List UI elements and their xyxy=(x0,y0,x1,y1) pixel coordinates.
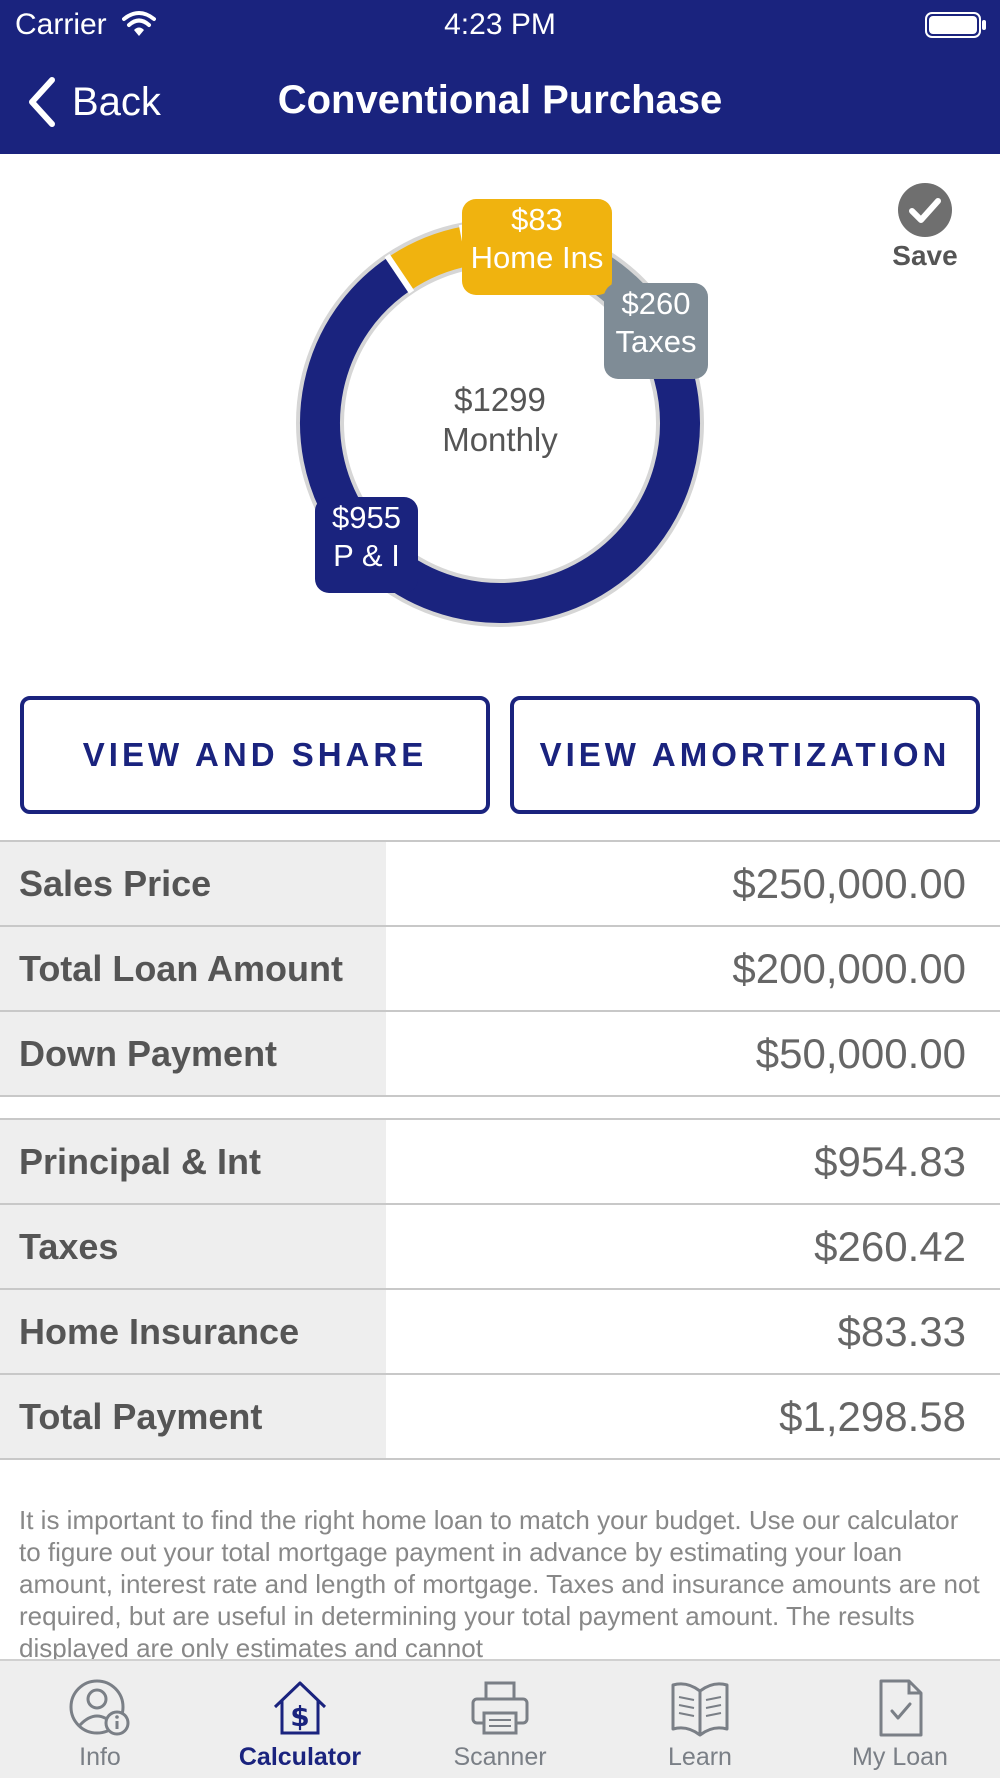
tab-label: Info xyxy=(79,1743,121,1771)
tab-label: My Loan xyxy=(852,1743,948,1771)
navigation-bar: Back Conventional Purchase xyxy=(0,50,1000,154)
save-label: Save xyxy=(892,240,958,271)
view-amortization-button[interactable]: VIEW AMORTIZATION xyxy=(510,696,980,814)
back-button[interactable]: Back xyxy=(26,74,161,130)
home-ins-name: Home Ins xyxy=(470,240,604,275)
tab-my-loan[interactable]: My Loan xyxy=(800,1661,1000,1778)
table-row-sales-price[interactable]: Sales Price $250,000.00 xyxy=(0,842,1000,927)
row-value: $260.42 xyxy=(814,1222,966,1270)
disclaimer-text: It is important to find the right home l… xyxy=(19,1505,980,1663)
table-row-total-payment: Total Payment $1,298.58 xyxy=(0,1375,1000,1460)
home-ins-amount: $83 xyxy=(511,202,563,237)
payment-breakdown-table: Principal & Int $954.83 Taxes $260.42 Ho… xyxy=(0,1118,1000,1460)
document-check-icon xyxy=(879,1679,923,1737)
view-and-share-button[interactable]: VIEW AND SHARE xyxy=(20,696,490,814)
tab-label: Calculator xyxy=(238,1743,362,1771)
row-label: Principal & Int xyxy=(0,1120,386,1203)
monthly-label: Monthly xyxy=(442,421,558,458)
taxes-name: Taxes xyxy=(615,324,697,359)
row-label: Home Insurance xyxy=(0,1290,386,1373)
tab-label: Scanner xyxy=(453,1743,547,1771)
tab-scanner[interactable]: Scanner xyxy=(400,1661,600,1778)
battery-icon xyxy=(925,12,986,38)
monthly-total-amount: $1299 xyxy=(454,381,546,418)
donut-slice-p-i xyxy=(300,257,700,623)
table-row-home-insurance[interactable]: Home Insurance $83.33 xyxy=(0,1290,1000,1375)
pi-amount: $955 xyxy=(332,500,401,535)
tab-learn[interactable]: Learn xyxy=(600,1661,800,1778)
row-value: $50,000.00 xyxy=(755,1029,966,1077)
wifi-icon xyxy=(122,11,156,36)
tab-calculator[interactable]: $ Calculator xyxy=(200,1661,400,1778)
row-value: $200,000.00 xyxy=(732,944,966,992)
row-label: Sales Price xyxy=(0,842,386,925)
save-button[interactable]: Save xyxy=(880,182,970,272)
tab-info[interactable]: Info xyxy=(0,1661,200,1778)
chevron-left-icon xyxy=(29,77,55,127)
printer-icon xyxy=(471,1681,529,1735)
payment-chart-area: $1299 Monthly $83 Home Ins $260 Taxes $9… xyxy=(0,154,1000,684)
taxes-data-label: $260 Taxes xyxy=(604,283,708,379)
home-ins-data-label: $83 Home Ins xyxy=(462,199,612,295)
table-row-total-loan-amount[interactable]: Total Loan Amount $200,000.00 xyxy=(0,927,1000,1012)
row-label: Taxes xyxy=(0,1205,386,1288)
status-time: 4:23 PM xyxy=(444,8,556,41)
donut-separator xyxy=(384,253,415,294)
table-row-principal-int[interactable]: Principal & Int $954.83 xyxy=(0,1120,1000,1205)
tab-label: Learn xyxy=(668,1743,732,1771)
book-icon xyxy=(671,1682,729,1737)
table-row-taxes[interactable]: Taxes $260.42 xyxy=(0,1205,1000,1290)
taxes-amount: $260 xyxy=(621,286,691,321)
row-value: $954.83 xyxy=(814,1137,966,1185)
donut-slice-home-ins xyxy=(388,226,471,291)
row-label: Total Payment xyxy=(0,1375,386,1458)
back-label: Back xyxy=(72,79,161,124)
calculator-house-icon: $ xyxy=(273,1681,327,1735)
table-row-down-payment[interactable]: Down Payment $50,000.00 xyxy=(0,1012,1000,1097)
page-title: Conventional Purchase xyxy=(277,78,723,122)
pi-name: P & I xyxy=(333,538,400,573)
chart-center-label: $1299 Monthly xyxy=(300,380,700,460)
checkmark-circle-icon xyxy=(898,183,952,237)
loan-summary-table: Sales Price $250,000.00 Total Loan Amoun… xyxy=(0,840,1000,1097)
status-bar: Carrier 4:23 PM xyxy=(0,0,1000,50)
svg-text:$: $ xyxy=(290,1700,309,1733)
row-label: Total Loan Amount xyxy=(0,927,386,1010)
row-value: $250,000.00 xyxy=(732,859,966,907)
carrier-label: Carrier xyxy=(15,8,107,41)
info-user-icon xyxy=(69,1679,130,1736)
row-value: $83.33 xyxy=(837,1307,966,1355)
row-value: $1,298.58 xyxy=(779,1392,966,1440)
pi-data-label: $955 P & I xyxy=(315,497,418,593)
row-label: Down Payment xyxy=(0,1012,386,1095)
tab-bar: Info $ Calculator Scanner Lea xyxy=(0,1659,1000,1778)
